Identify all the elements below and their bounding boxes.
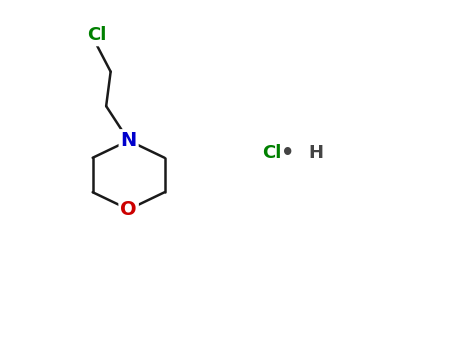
Text: O: O (120, 200, 137, 219)
Text: H: H (308, 144, 324, 162)
Text: •: • (282, 142, 295, 163)
Text: Cl: Cl (87, 27, 107, 44)
Text: N: N (121, 131, 137, 150)
Text: Cl: Cl (262, 144, 282, 162)
